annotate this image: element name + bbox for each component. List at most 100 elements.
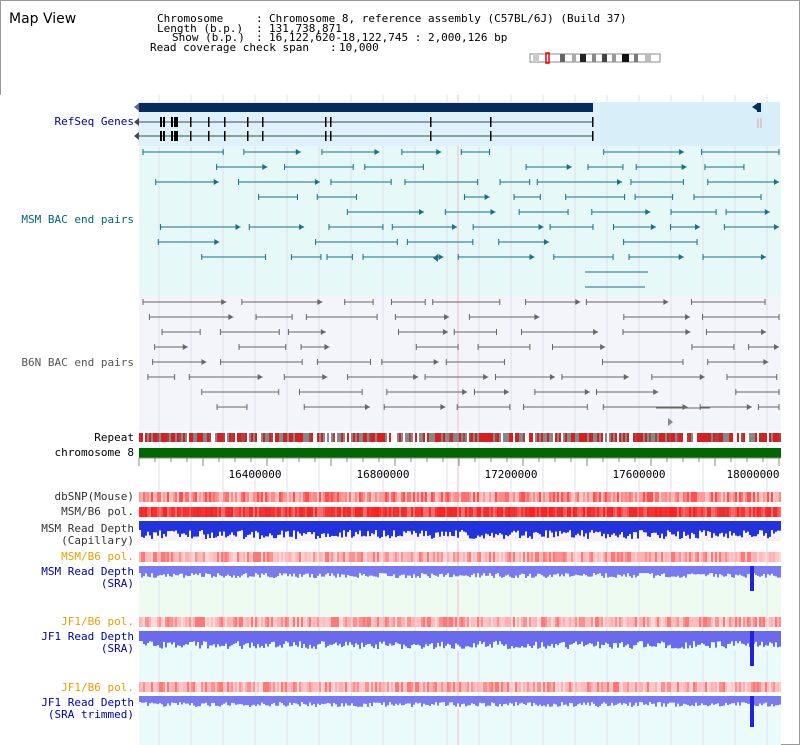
heat-cell [229, 507, 231, 517]
b6n-bac-track[interactable] [142, 299, 780, 426]
depth-bar [393, 696, 395, 706]
repeat-segment [677, 433, 679, 442]
repeat-segment [173, 433, 175, 442]
refseq-genes-track[interactable] [134, 102, 780, 146]
heat-cell [333, 492, 335, 502]
heat-cell [375, 682, 377, 692]
heat-cell [633, 552, 635, 562]
heat-cell [161, 617, 163, 627]
jf1-b6-pol-track-2[interactable] [139, 682, 781, 692]
heat-cell [487, 492, 489, 502]
label-jf1-b6-pol[interactable]: JF1/B6 pol. [61, 615, 134, 628]
msm-depth-capillary-track[interactable] [139, 521, 781, 541]
heat-cell [667, 682, 669, 692]
msm-bac-track[interactable] [142, 149, 780, 288]
heat-cell [653, 617, 655, 627]
heat-cell [175, 552, 177, 562]
msm-depth-sra-track[interactable] [139, 566, 781, 591]
heat-cell [729, 507, 731, 517]
label-msm-b6-pol-2[interactable]: MSM/B6 pol. [61, 550, 134, 563]
heat-cell [407, 492, 409, 502]
depth-bar [625, 521, 627, 539]
heat-cell [747, 492, 749, 502]
depth-bar [237, 521, 239, 532]
heat-cell [457, 552, 459, 562]
depth-bar [411, 566, 413, 578]
label-msm-b6-pol[interactable]: MSM/B6 pol. [61, 505, 134, 518]
depth-bar [509, 631, 511, 649]
depth-bar [207, 696, 209, 706]
dbsnp-track[interactable] [139, 492, 781, 502]
repeat-segment [667, 433, 669, 442]
label-msm-depth-sra-1[interactable]: MSM Read Depth [41, 565, 134, 578]
label-chromosome[interactable]: chromosome 8 [55, 446, 134, 459]
depth-bar [577, 566, 579, 576]
heat-cell [729, 552, 731, 562]
repeat-segment [269, 433, 271, 442]
heat-cell [251, 552, 253, 562]
depth-bar [317, 631, 319, 645]
repeat-track[interactable] [139, 433, 781, 442]
heat-cell [297, 552, 299, 562]
heat-cell [485, 552, 487, 562]
depth-bar [553, 631, 555, 648]
heat-cell [187, 617, 189, 627]
depth-bar [195, 521, 197, 537]
depth-bar [631, 566, 633, 578]
heat-cell [497, 492, 499, 502]
heat-cell [321, 507, 323, 517]
msm-b6-pol-track-2[interactable] [139, 552, 781, 562]
label-msm-bac[interactable]: MSM BAC end pairs [21, 213, 134, 226]
depth-bar [259, 696, 261, 706]
axis-tick-label: 16400000 [229, 468, 282, 481]
heat-cell [539, 507, 541, 517]
depth-bar [227, 631, 229, 649]
heat-cell [523, 682, 525, 692]
heat-cell [199, 552, 201, 562]
heat-cell [207, 507, 209, 517]
depth-bar [527, 631, 529, 645]
heat-cell [335, 617, 337, 627]
heat-cell [611, 492, 613, 502]
heat-cell [529, 682, 531, 692]
label-repeat[interactable]: Repeat [94, 431, 134, 444]
depth-bar [577, 521, 579, 534]
label-jf1-depth-trim-1[interactable]: JF1 Read Depth [41, 696, 134, 709]
heat-cell [281, 682, 283, 692]
msm-b6-pol-track[interactable] [139, 507, 781, 517]
label-jf1-b6-pol-2[interactable]: JF1/B6 pol. [61, 681, 134, 694]
heat-cell [381, 507, 383, 517]
jf1-depth-sra-track[interactable] [139, 631, 781, 666]
repeat-segment [697, 433, 699, 442]
repeat-segment [611, 433, 613, 442]
depth-bar [361, 566, 363, 576]
chromosome-ideogram[interactable] [529, 52, 661, 64]
heat-cell [365, 682, 367, 692]
heat-cell [343, 552, 345, 562]
depth-bar [599, 696, 601, 706]
heat-cell [467, 552, 469, 562]
depth-bar [409, 566, 411, 576]
heat-cell [227, 682, 229, 692]
jf1-b6-pol-track[interactable] [139, 617, 781, 627]
jf1-depth-trim-track[interactable] [139, 696, 781, 727]
label-dbsnp[interactable]: dbSNP(Mouse) [55, 490, 134, 503]
heat-cell [675, 507, 677, 517]
label-refseq-genes[interactable]: RefSeq Genes [55, 115, 134, 128]
depth-bar [535, 521, 537, 533]
depth-bar [267, 566, 269, 577]
heat-cell [139, 507, 141, 517]
depth-bar [525, 696, 527, 706]
heat-cell [511, 682, 513, 692]
heat-cell [245, 617, 247, 627]
label-jf1-depth-sra-1[interactable]: JF1 Read Depth [41, 630, 134, 643]
label-b6n-bac[interactable]: B6N BAC end pairs [21, 356, 134, 369]
heat-cell [193, 507, 195, 517]
label-msm-depth-capillary-1[interactable]: MSM Read Depth [41, 522, 134, 535]
repeat-segment [229, 433, 231, 442]
repeat-segment [579, 433, 581, 442]
heat-cell [167, 492, 169, 502]
heat-cell [435, 682, 437, 692]
repeat-segment [399, 433, 401, 442]
depth-bar [371, 631, 373, 647]
